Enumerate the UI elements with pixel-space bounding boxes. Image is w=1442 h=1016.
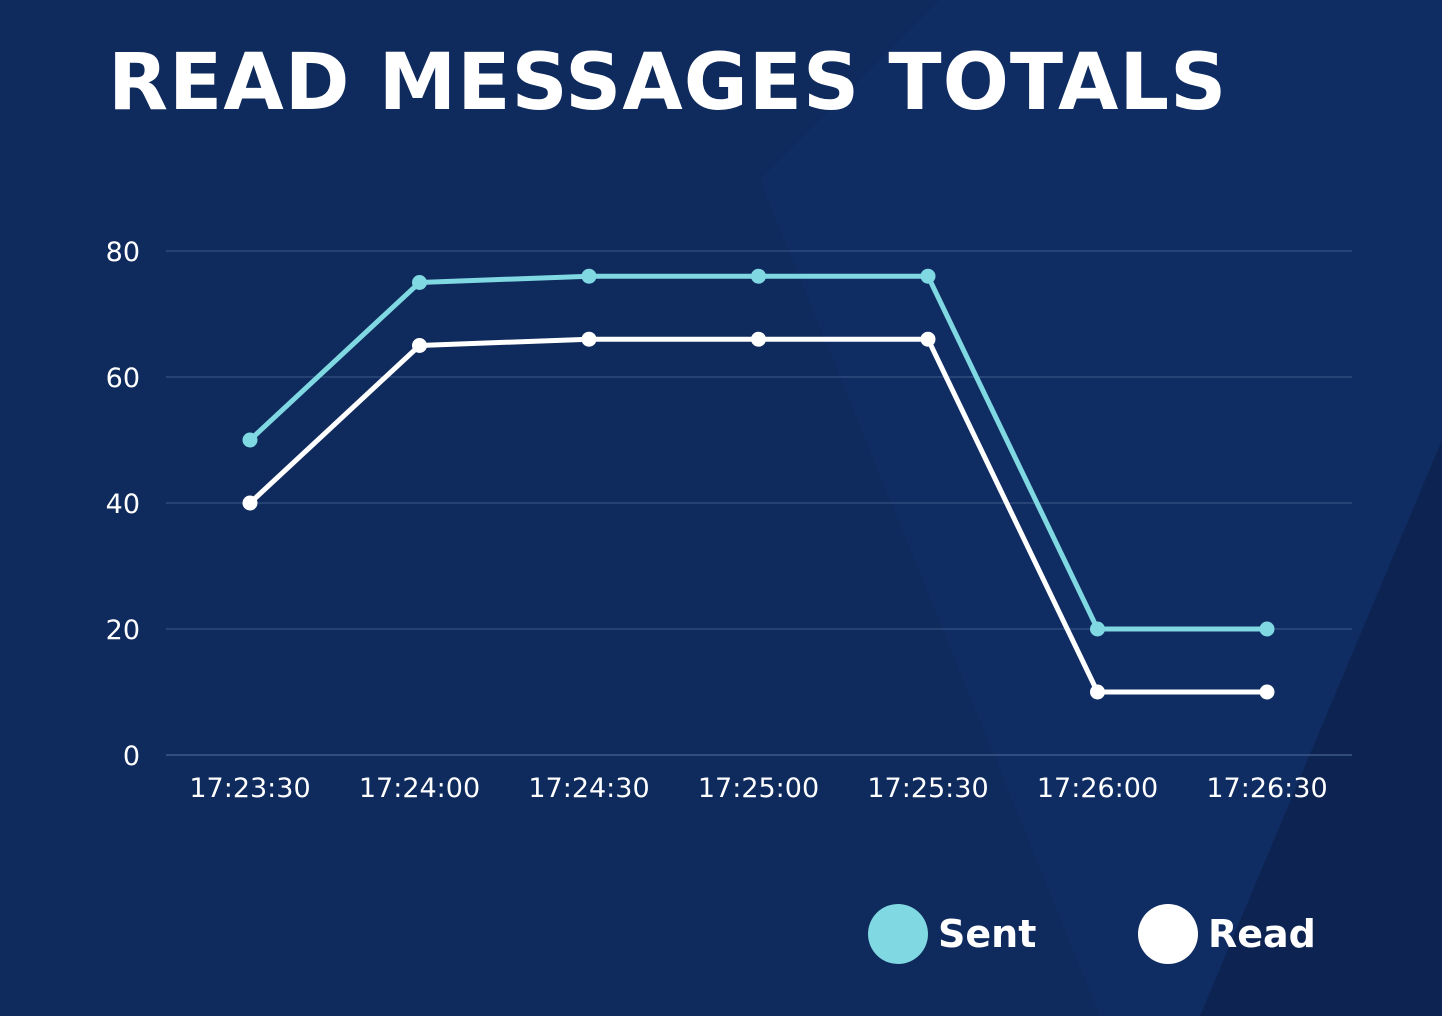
- read-data-point: [242, 495, 258, 511]
- sent-data-point: [1090, 621, 1105, 637]
- y-tick-label: 20: [106, 615, 140, 646]
- y-tick-label: 80: [106, 237, 140, 268]
- sent-data-point: [581, 268, 597, 284]
- x-tick-label: 17:23:30: [189, 773, 310, 804]
- y-tick-label: 40: [106, 489, 140, 520]
- read-data-point: [581, 331, 597, 347]
- y-tick-label: 0: [123, 741, 140, 772]
- sent-data-point: [412, 275, 427, 290]
- y-axis-tick-labels: 0 20 40 60 80: [106, 237, 140, 772]
- x-tick-label: 17:24:00: [359, 773, 480, 804]
- x-axis-tick-labels: 17:23:30 17:24:00 17:24:30 17:25:00 17:25:30…: [189, 773, 1327, 804]
- x-tick-label: 17:24:30: [528, 773, 649, 804]
- x-tick-label: 17:26:30: [1206, 773, 1327, 804]
- read-data-point: [751, 331, 766, 347]
- read-series-line: [247, 336, 1270, 695]
- x-tick-label: 17:25:30: [867, 773, 988, 804]
- sent-series-line: [247, 273, 1270, 632]
- read-data-point: [1090, 684, 1105, 700]
- x-tick-label: 17:26:00: [1037, 773, 1158, 804]
- sent-data-point: [751, 268, 766, 284]
- sent-legend-swatch: [868, 904, 928, 964]
- read-data-point: [412, 338, 427, 353]
- read-data-point: [1259, 684, 1275, 700]
- read-legend-swatch: [1138, 904, 1198, 964]
- y-tick-label: 60: [106, 363, 140, 394]
- sent-data-point: [242, 432, 258, 448]
- legend-item-read: Read: [1138, 904, 1316, 964]
- legend-item-sent: Sent: [868, 904, 1036, 964]
- sent-data-point: [1259, 621, 1275, 637]
- grid-lines: [166, 250, 1352, 756]
- read-data-point: [920, 331, 936, 347]
- sent-data-point: [920, 268, 936, 284]
- sent-legend-label: Sent: [938, 912, 1037, 956]
- read-legend-label: Read: [1208, 912, 1316, 956]
- x-tick-label: 17:25:00: [698, 773, 819, 804]
- series-lines: [242, 268, 1275, 700]
- chart-title: READ MESSAGES TOTALS: [108, 38, 1228, 128]
